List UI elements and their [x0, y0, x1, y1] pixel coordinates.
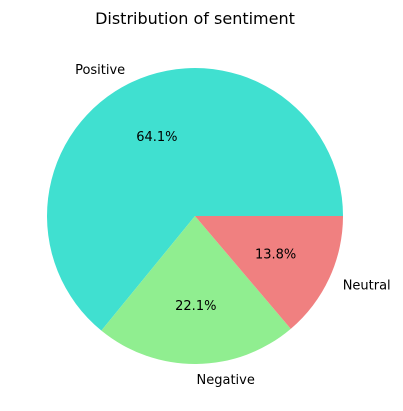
slice-percent-negative: 22.1%: [175, 299, 216, 314]
pie-slices: [47, 68, 344, 364]
slice-percent-positive: 64.1%: [136, 130, 177, 145]
pie-slice-negative: [101, 216, 291, 364]
slice-label-neutral: Neutral: [343, 278, 391, 293]
pie-labels: Positive 64.1% Negative 22.1% Neutral 13.8%: [75, 63, 391, 388]
pie-slice-neutral: [195, 216, 343, 329]
chart-title: Distribution of sentiment: [95, 9, 295, 28]
slice-label-positive: Positive: [75, 63, 125, 78]
slice-label-negative: Negative: [197, 373, 255, 388]
slice-percent-neutral: 13.8%: [255, 247, 296, 262]
pie-slice-positive: [47, 68, 344, 331]
